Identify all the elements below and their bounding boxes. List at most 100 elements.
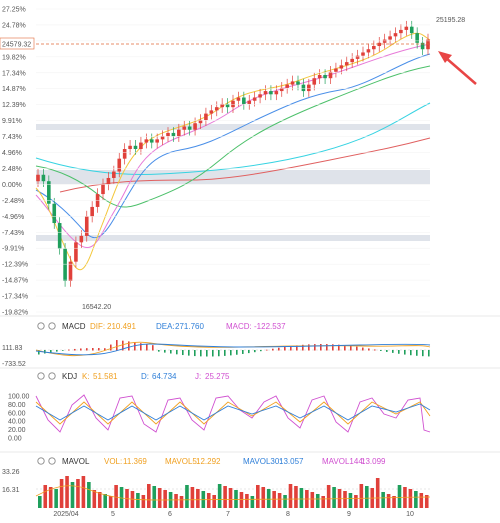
macd-bar xyxy=(386,350,388,352)
x-tick-label: 5 xyxy=(111,511,115,518)
volume-bar xyxy=(108,496,113,508)
candle-body xyxy=(177,129,181,137)
macd-ytick-bottom: -733.52 xyxy=(2,361,26,368)
candle-body xyxy=(133,145,138,150)
candle-body xyxy=(301,84,306,92)
volume-bar xyxy=(174,494,178,508)
macd-bar xyxy=(74,348,76,351)
macd-dea-line xyxy=(35,343,431,356)
macd-bar xyxy=(278,347,280,351)
macd-bar xyxy=(410,350,412,356)
ma-blue-line xyxy=(35,53,431,239)
candle-body xyxy=(160,136,165,140)
mavol5-label: MAVOL5: xyxy=(165,457,199,466)
volume-bar xyxy=(294,486,298,508)
macd-dea-label: DEA: xyxy=(156,322,175,331)
ma-green-line xyxy=(35,65,431,208)
macd-bar xyxy=(104,348,106,351)
candle-body xyxy=(139,142,143,150)
volume-bar xyxy=(261,487,266,508)
volume-bar xyxy=(321,496,325,508)
volume-bar xyxy=(87,482,91,508)
candle-body xyxy=(388,36,392,40)
settings-icon[interactable] xyxy=(37,372,45,380)
x-tick-label: 8 xyxy=(286,511,290,518)
candle-body xyxy=(263,91,268,95)
y-tick-label: 9.91% xyxy=(2,118,22,125)
volume-bar xyxy=(212,495,216,508)
candle-body xyxy=(382,39,387,43)
mavol30-label: MAVOL30: xyxy=(243,457,282,466)
volume-bar xyxy=(114,485,118,508)
volume-bar xyxy=(419,493,424,508)
candle-body xyxy=(52,203,57,224)
volume-bar xyxy=(245,494,249,508)
volume-bar xyxy=(217,484,222,508)
candle-body xyxy=(307,84,311,92)
ma-cyan-line xyxy=(35,102,431,175)
candle-body xyxy=(393,33,398,37)
macd-bar xyxy=(188,350,190,356)
volume-panel[interactable]: MAVOL VOL: 11.369 MAVOL5: 12.292 MAVOL30… xyxy=(0,451,500,508)
candle-body xyxy=(90,206,94,217)
macd-title: MACD xyxy=(62,322,86,331)
macd-bar xyxy=(260,350,262,352)
candle-body xyxy=(193,123,197,130)
candle-body xyxy=(415,33,419,43)
volume-bar xyxy=(256,485,260,508)
candle-body xyxy=(420,42,425,50)
candle-body xyxy=(285,84,289,88)
candle-body xyxy=(328,71,333,79)
macd-panel[interactable]: MACD DIF: 210.491 DEA: 271.760 MACD: -12… xyxy=(0,315,500,368)
ma-pink-line xyxy=(35,43,431,248)
volume-bar xyxy=(141,495,146,508)
eye-icon[interactable] xyxy=(48,322,56,330)
y-tick-label: 27.25% xyxy=(2,7,26,14)
candle-body xyxy=(79,235,84,243)
candle-body xyxy=(187,126,192,130)
kdj-d-label: D: xyxy=(141,372,149,381)
main-y-axis: 27.25%24.78%22.30%19.82%17.34%14.87%12.3… xyxy=(2,7,430,317)
volume-bar xyxy=(119,487,124,508)
y-tick-label: 7.43% xyxy=(2,134,22,141)
macd-bar xyxy=(350,345,352,351)
candle-body xyxy=(106,177,111,185)
macd-bar xyxy=(176,350,178,355)
candle-body xyxy=(252,97,257,101)
main-price-panel[interactable]: 25195.28 16542.20 27.25%24.78%22.30%19.8… xyxy=(0,7,477,317)
volume-bar xyxy=(408,489,413,508)
y-tick-label: 12.39% xyxy=(2,102,26,109)
volume-bar xyxy=(277,493,282,508)
macd-bar xyxy=(62,350,64,351)
candle-body xyxy=(323,74,327,79)
kdj-panel[interactable]: KDJ K: 51.581 D: 64.734 J: 25.275 100.00… xyxy=(0,367,500,443)
macd-bar xyxy=(242,350,244,354)
settings-icon[interactable] xyxy=(37,457,45,465)
eye-icon[interactable] xyxy=(48,457,56,465)
kdj-y-tick-label: 20.00 xyxy=(8,427,26,434)
kdj-k-line xyxy=(35,401,431,425)
candle-body xyxy=(182,126,187,130)
macd-header: MACD DIF: 210.491 DEA: 271.760 MACD: -12… xyxy=(37,322,286,331)
macd-bar xyxy=(248,350,250,354)
candle-body xyxy=(171,132,176,137)
candle-body xyxy=(242,97,246,104)
y-tick-label: 24.78% xyxy=(2,22,26,29)
macd-bar xyxy=(362,347,364,351)
volume-bar xyxy=(157,488,162,508)
macd-bar xyxy=(338,344,340,351)
volume-bar xyxy=(147,484,151,508)
kdj-d-line xyxy=(35,403,431,421)
eye-icon[interactable] xyxy=(48,372,56,380)
kdj-y-tick-label: 0.00 xyxy=(8,436,22,443)
settings-icon[interactable] xyxy=(37,322,45,330)
high-price-label: 25195.28 xyxy=(436,17,465,24)
candle-body xyxy=(155,139,159,143)
svg-text:24579.32: 24579.32 xyxy=(2,42,31,49)
macd-bar xyxy=(68,349,70,351)
macd-bar xyxy=(296,345,298,351)
volume-bar xyxy=(190,487,195,508)
candle-body xyxy=(236,97,241,101)
volume-bar xyxy=(315,494,320,508)
